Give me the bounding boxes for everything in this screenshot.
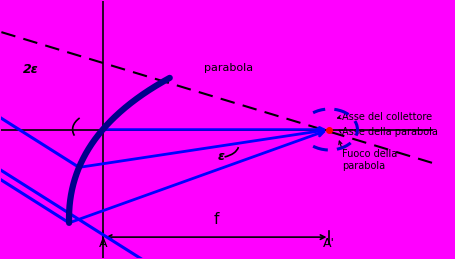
Text: Asse della parabola: Asse della parabola: [342, 127, 437, 137]
Text: f: f: [213, 212, 218, 227]
Text: 2ε: 2ε: [23, 63, 39, 76]
Text: parabola: parabola: [204, 63, 253, 73]
Text: A: A: [98, 237, 107, 250]
Text: A': A': [323, 237, 334, 250]
Text: Fuoco della
parabola: Fuoco della parabola: [342, 149, 397, 171]
Text: Asse del collettore: Asse del collettore: [342, 112, 431, 122]
Text: ε: ε: [217, 150, 224, 163]
